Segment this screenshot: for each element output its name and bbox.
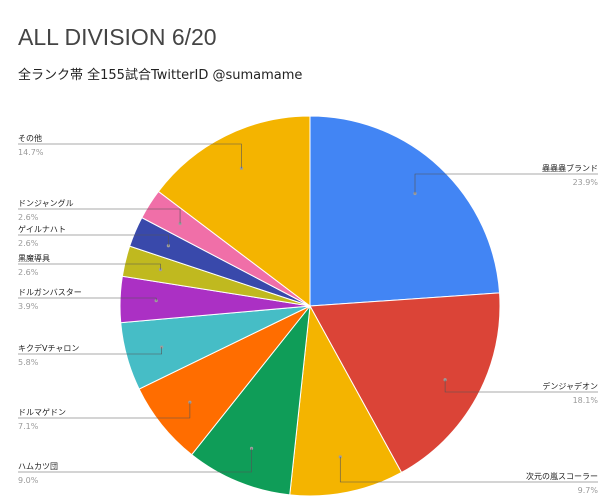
slice-label: デンジャデオン xyxy=(542,381,598,391)
leader-line xyxy=(18,208,181,224)
slice-percent: 5.8% xyxy=(18,358,39,367)
slice-percent: 3.9% xyxy=(18,302,39,311)
pie-slice xyxy=(309,292,501,474)
leader-line xyxy=(18,143,242,169)
leader-line xyxy=(18,448,252,473)
slice-label: ドンジャングル xyxy=(18,198,74,208)
slice-percent: 23.9% xyxy=(573,178,599,187)
leader-line xyxy=(18,347,162,355)
pie-slice xyxy=(289,304,403,497)
slice-percent: 18.1% xyxy=(573,396,599,405)
leader-line xyxy=(444,379,598,393)
slice-label: 次元の嵐スコーラー xyxy=(526,471,598,481)
slice-percent: 2.6% xyxy=(18,239,39,248)
slice-label: その他 xyxy=(18,133,42,143)
slice-percent: 2.6% xyxy=(18,268,39,277)
leader-line xyxy=(18,402,191,419)
slice-percent: 9.0% xyxy=(18,476,39,485)
slice-label: 蟲蟲蟲ブランド xyxy=(542,163,598,173)
chart-subtitle: 全ランク帯 全155試合TwitterID @sumamame xyxy=(18,68,303,83)
slice-percent: 9.7% xyxy=(578,486,599,495)
leader-line xyxy=(18,263,161,270)
leader-line xyxy=(339,456,598,483)
slice-percent: 2.6% xyxy=(18,213,39,222)
leader-line xyxy=(414,173,598,194)
pie-slice xyxy=(190,304,311,496)
slice-label: ドルガンバスター xyxy=(18,287,82,297)
pie-slice xyxy=(309,115,501,307)
slice-label: ゲイルナハト xyxy=(18,224,66,234)
slice-label: 黒魔導具 xyxy=(18,253,50,263)
leader-line xyxy=(18,234,169,246)
chart-title: ALL DIVISION 6/20 xyxy=(18,24,217,50)
slice-label: ドルマゲドン xyxy=(18,407,66,417)
slice-label: ハムカツ団 xyxy=(18,462,58,471)
slice-percent: 7.1% xyxy=(18,422,39,431)
slice-percent: 14.7% xyxy=(18,148,44,157)
leader-line xyxy=(18,297,157,301)
pie-slice xyxy=(157,115,311,308)
slice-label: キクデVチャロン xyxy=(18,343,79,353)
